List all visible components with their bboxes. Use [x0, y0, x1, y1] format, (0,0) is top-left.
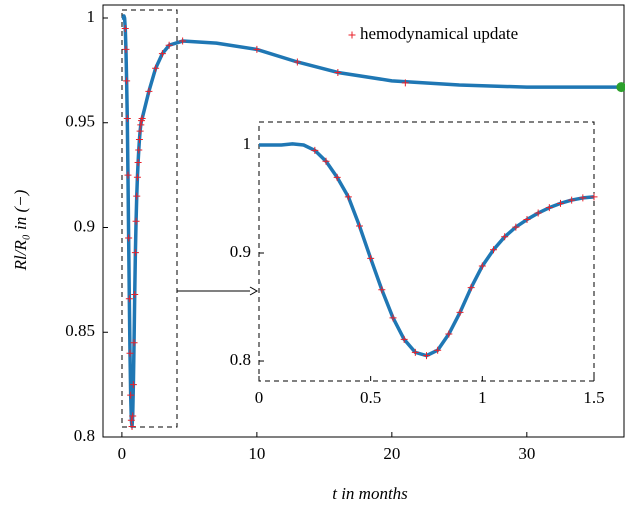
- update-marker: [134, 159, 142, 167]
- update-marker: [129, 381, 137, 389]
- update-marker: [137, 121, 145, 129]
- x-tick-label: 0: [118, 444, 127, 463]
- update-marker: [334, 68, 342, 76]
- update-marker: [534, 209, 542, 217]
- update-marker: [557, 199, 564, 207]
- update-marker: [423, 352, 430, 360]
- zoom-region: [121, 9, 178, 428]
- update-marker: [512, 223, 520, 231]
- update-marker: [253, 45, 261, 53]
- y-tick-label: 1: [87, 7, 96, 26]
- update-marker: [135, 146, 143, 154]
- update-marker: [400, 335, 408, 343]
- update-marker: [356, 222, 363, 230]
- plot-frame: [102, 4, 625, 438]
- update-marker: [152, 64, 160, 72]
- update-marker: [130, 339, 138, 347]
- update-marker: [145, 87, 153, 95]
- update-marker: [126, 349, 134, 357]
- x-tick-label: 0: [255, 388, 264, 407]
- legend-marker: [348, 31, 356, 39]
- update-marker: [179, 37, 187, 45]
- x-tick-label: 1: [478, 388, 487, 407]
- update-marker: [501, 233, 509, 241]
- update-marker: [158, 50, 166, 58]
- update-marker: [467, 284, 475, 292]
- legend-label: hemodynamical update: [360, 24, 518, 43]
- y-tick-label: 0.9: [230, 242, 251, 261]
- update-marker: [445, 330, 453, 338]
- update-marker: [568, 196, 576, 204]
- update-marker: [590, 193, 598, 201]
- update-marker: [344, 193, 352, 201]
- update-marker: [124, 171, 132, 179]
- y-tick-label: 0.8: [230, 350, 251, 369]
- update-marker: [333, 173, 341, 181]
- update-marker: [121, 24, 129, 32]
- update-marker: [378, 286, 386, 294]
- update-marker: [131, 291, 139, 299]
- y-tick-label: 0.9: [74, 216, 95, 235]
- update-marker: [131, 249, 139, 257]
- x-tick-label: 10: [248, 444, 265, 463]
- update-marker: [523, 216, 531, 224]
- update-marker: [138, 115, 146, 123]
- update-marker: [127, 391, 135, 399]
- update-marker: [123, 77, 131, 85]
- update-marker: [133, 192, 141, 200]
- inset-frame: [258, 121, 595, 382]
- x-tick-label: 20: [383, 444, 400, 463]
- x-tick-label: 30: [518, 444, 535, 463]
- update-marker: [311, 146, 319, 154]
- update-marker: [545, 204, 553, 212]
- update-marker: [127, 416, 135, 424]
- y-tick-label: 1: [243, 134, 252, 153]
- x-tick-label: 1.5: [583, 388, 604, 407]
- update-marker: [478, 262, 486, 270]
- x-tick-label: 0.5: [360, 388, 381, 407]
- y-axis-label: Rl/R₀ in (−): [11, 189, 30, 271]
- update-marker: [123, 115, 131, 123]
- update-marker: [125, 234, 133, 242]
- update-marker: [579, 194, 587, 202]
- end-point: [616, 82, 625, 93]
- y-tick-label: 0.85: [65, 321, 95, 340]
- update-marker: [367, 254, 375, 262]
- update-marker: [456, 308, 464, 316]
- update-marker: [129, 412, 137, 420]
- update-marker: [136, 127, 144, 135]
- update-marker: [133, 173, 141, 181]
- update-marker: [128, 423, 136, 431]
- update-marker: [322, 157, 330, 165]
- series-line: [259, 142, 595, 358]
- update-marker: [135, 136, 143, 144]
- update-marker: [389, 314, 397, 322]
- update-marker: [293, 58, 301, 66]
- update-marker: [125, 295, 133, 303]
- update-marker: [165, 41, 173, 49]
- zoom-arrow-head: [249, 286, 259, 296]
- update-marker: [122, 45, 130, 53]
- update-marker: [434, 346, 442, 354]
- update-marker: [411, 348, 419, 356]
- y-tick-label: 0.8: [74, 426, 95, 445]
- x-axis-label: t in months: [332, 484, 408, 503]
- update-marker: [490, 246, 497, 254]
- update-marker: [401, 79, 409, 87]
- y-tick-label: 0.95: [65, 112, 95, 131]
- update-marker: [132, 217, 140, 225]
